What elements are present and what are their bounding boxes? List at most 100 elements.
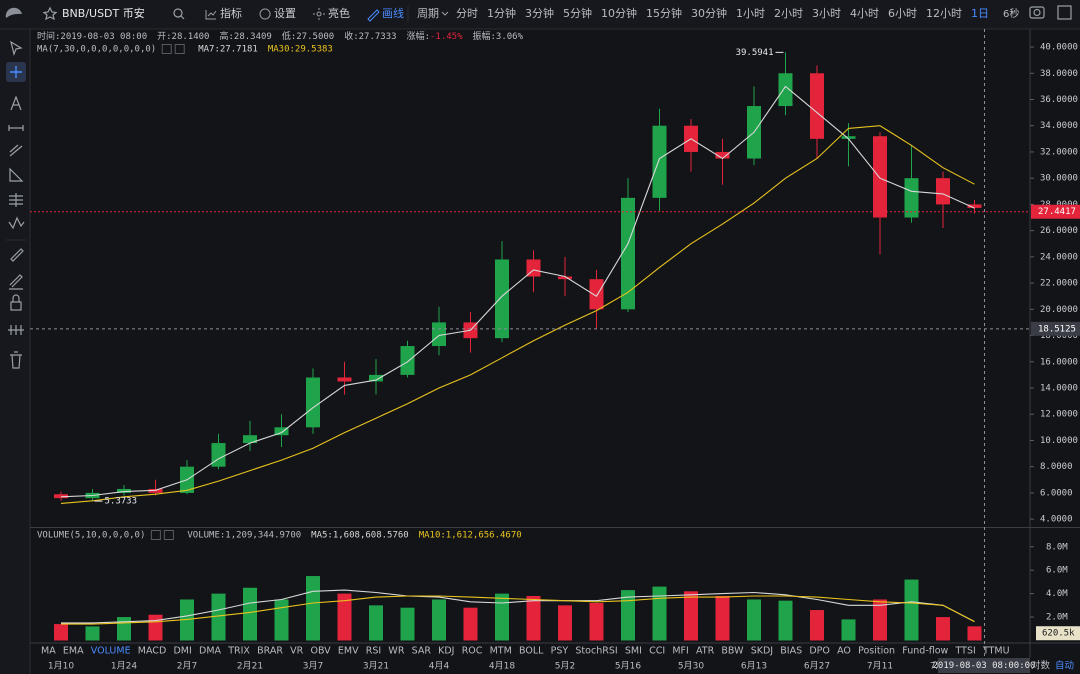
indicator-tab[interactable]: BIAS — [780, 646, 802, 657]
indicator-tab[interactable]: MTM — [490, 646, 512, 657]
shape-tool[interactable] — [9, 167, 24, 182]
fib-tool[interactable] — [9, 193, 23, 207]
period-option[interactable]: 3分钟 — [525, 6, 554, 20]
indicator-tab[interactable]: RSI — [366, 646, 381, 657]
indicator-tab[interactable]: TTSI — [955, 646, 976, 657]
ohlc-value: 28.3409 — [234, 32, 272, 42]
cursor-tool[interactable] — [10, 40, 23, 56]
indicator-tab[interactable]: VOLUME — [91, 646, 131, 657]
lock-tool[interactable] — [10, 301, 22, 311]
search-icon[interactable] — [173, 8, 183, 18]
indicator-tab[interactable]: MA — [41, 646, 56, 657]
indicator-tab[interactable]: SMI — [625, 646, 642, 657]
ruler-tool[interactable] — [10, 248, 24, 262]
visibility-tool[interactable] — [8, 325, 24, 335]
crosshair-tool[interactable] — [10, 66, 22, 78]
indicator-tab[interactable]: BOLL — [519, 646, 544, 657]
candle-body — [589, 279, 604, 310]
period-option[interactable]: 30分钟 — [691, 6, 727, 20]
indicator-settings[interactable] — [161, 44, 172, 54]
indicator-tab[interactable]: DMI — [173, 646, 191, 657]
indicator-tab[interactable]: ATR — [696, 646, 715, 657]
indicator-tab[interactable]: KDJ — [438, 646, 454, 657]
volume-bar — [243, 587, 257, 641]
indicator-tab[interactable]: ROC — [462, 646, 483, 657]
axis-mode[interactable]: 自动 — [1055, 660, 1074, 672]
indicator-tab[interactable]: DPO — [809, 646, 830, 657]
indicator-tab[interactable]: StochRSI — [575, 646, 617, 657]
channel-tool[interactable] — [9, 144, 23, 157]
volume-bar — [715, 595, 730, 641]
text-tool[interactable] — [10, 95, 22, 111]
period-option[interactable]: 1分钟 — [487, 6, 516, 20]
toolbar-icon — [259, 8, 271, 20]
indicator-tab[interactable]: OBV — [310, 646, 331, 657]
period-option[interactable]: 6小时 — [888, 7, 917, 20]
line-tool[interactable] — [8, 125, 24, 131]
ohlc-label: 收: — [344, 30, 358, 42]
indicator-settings[interactable] — [150, 530, 161, 540]
delete-tool[interactable] — [10, 351, 22, 369]
indicator-tab[interactable]: AO — [837, 646, 851, 657]
y-tick-label: 8.0000 — [1040, 462, 1073, 472]
indicator-tab[interactable]: PSY — [551, 646, 569, 657]
indicator-tab[interactable]: VR — [290, 646, 303, 657]
indicator-tab[interactable]: WR — [388, 646, 404, 657]
period-option[interactable]: 1日 — [971, 7, 989, 20]
period-option[interactable]: 分时 — [456, 7, 478, 20]
ohlc-item: 收:27.7333 — [344, 30, 396, 42]
toolbar-icon — [205, 10, 217, 20]
volume-bar — [873, 599, 887, 641]
toolbar-button[interactable]: 指标 — [220, 6, 242, 20]
indicator-close[interactable] — [174, 44, 185, 54]
pen-tool[interactable] — [9, 274, 23, 290]
favorite-star[interactable] — [42, 6, 58, 21]
indicator-tab[interactable]: TRIX — [227, 646, 250, 657]
indicator-tab[interactable]: MFI — [672, 646, 688, 657]
period-option[interactable]: 5分钟 — [563, 6, 592, 20]
x-tick-label: 5月16 — [615, 661, 641, 672]
drawing-tools[interactable] — [6, 40, 26, 369]
indicator-tab[interactable]: DMA — [199, 646, 222, 657]
candle-body — [967, 204, 982, 208]
indicator-tab[interactable]: EMA — [63, 646, 84, 657]
toolbar-button[interactable]: 设置 — [274, 7, 296, 20]
ohlc-label: 涨幅: — [407, 30, 430, 42]
period-option[interactable]: 10分钟 — [601, 6, 637, 20]
axis-mode[interactable]: 对数 — [1031, 660, 1051, 672]
indicator-tab[interactable]: BRAR — [257, 646, 283, 657]
period-option[interactable]: 4小时 — [850, 7, 879, 20]
symbol[interactable]: BNB/USDT 币安 — [62, 6, 145, 20]
volume-bar — [841, 619, 856, 641]
screenshot-icon[interactable] — [1029, 6, 1045, 19]
last-price-tag — [1031, 204, 1080, 219]
toolbar-button[interactable]: 画线 — [382, 6, 404, 20]
candle-body — [936, 178, 950, 205]
legend-entry: MA10:1,612,656.4670 — [419, 531, 522, 541]
y-tick-label: 24.0000 — [1040, 252, 1078, 262]
indicator-tab[interactable]: Fund-flow — [902, 646, 948, 657]
indicator-tab[interactable]: EMV — [338, 646, 359, 657]
period-option[interactable]: 12小时 — [926, 7, 962, 20]
period-option[interactable]: 2小时 — [774, 7, 803, 20]
period-option[interactable]: 1小时 — [736, 7, 765, 20]
indicator-tab[interactable]: SAR — [412, 646, 432, 657]
candle-body — [621, 197, 635, 310]
indicator-tab[interactable]: MACD — [138, 646, 166, 657]
period-label[interactable]: 周期 — [417, 7, 439, 20]
wave-tool[interactable] — [8, 216, 25, 230]
toolbar-button[interactable]: 亮色 — [328, 6, 350, 20]
period-option[interactable]: 3小时 — [812, 7, 841, 20]
indicator-tab[interactable]: SKDJ — [751, 646, 773, 657]
last-volume-tag — [1036, 626, 1080, 641]
indicator-tab[interactable]: CCI — [649, 646, 665, 657]
fullscreen-icon[interactable] — [1057, 5, 1072, 20]
indicator-tab[interactable]: BBW — [721, 646, 744, 657]
indicator-close[interactable] — [163, 530, 174, 540]
y-tick-label: 6.0000 — [1040, 488, 1073, 498]
indicator-tab[interactable]: Position — [858, 646, 895, 657]
x-tick-label: 2月21 — [237, 661, 263, 672]
indicator-tab[interactable]: TTMU — [982, 646, 1010, 657]
period-option[interactable]: 15分钟 — [646, 6, 682, 20]
refresh-interval[interactable]: 6秒 — [1003, 7, 1019, 20]
